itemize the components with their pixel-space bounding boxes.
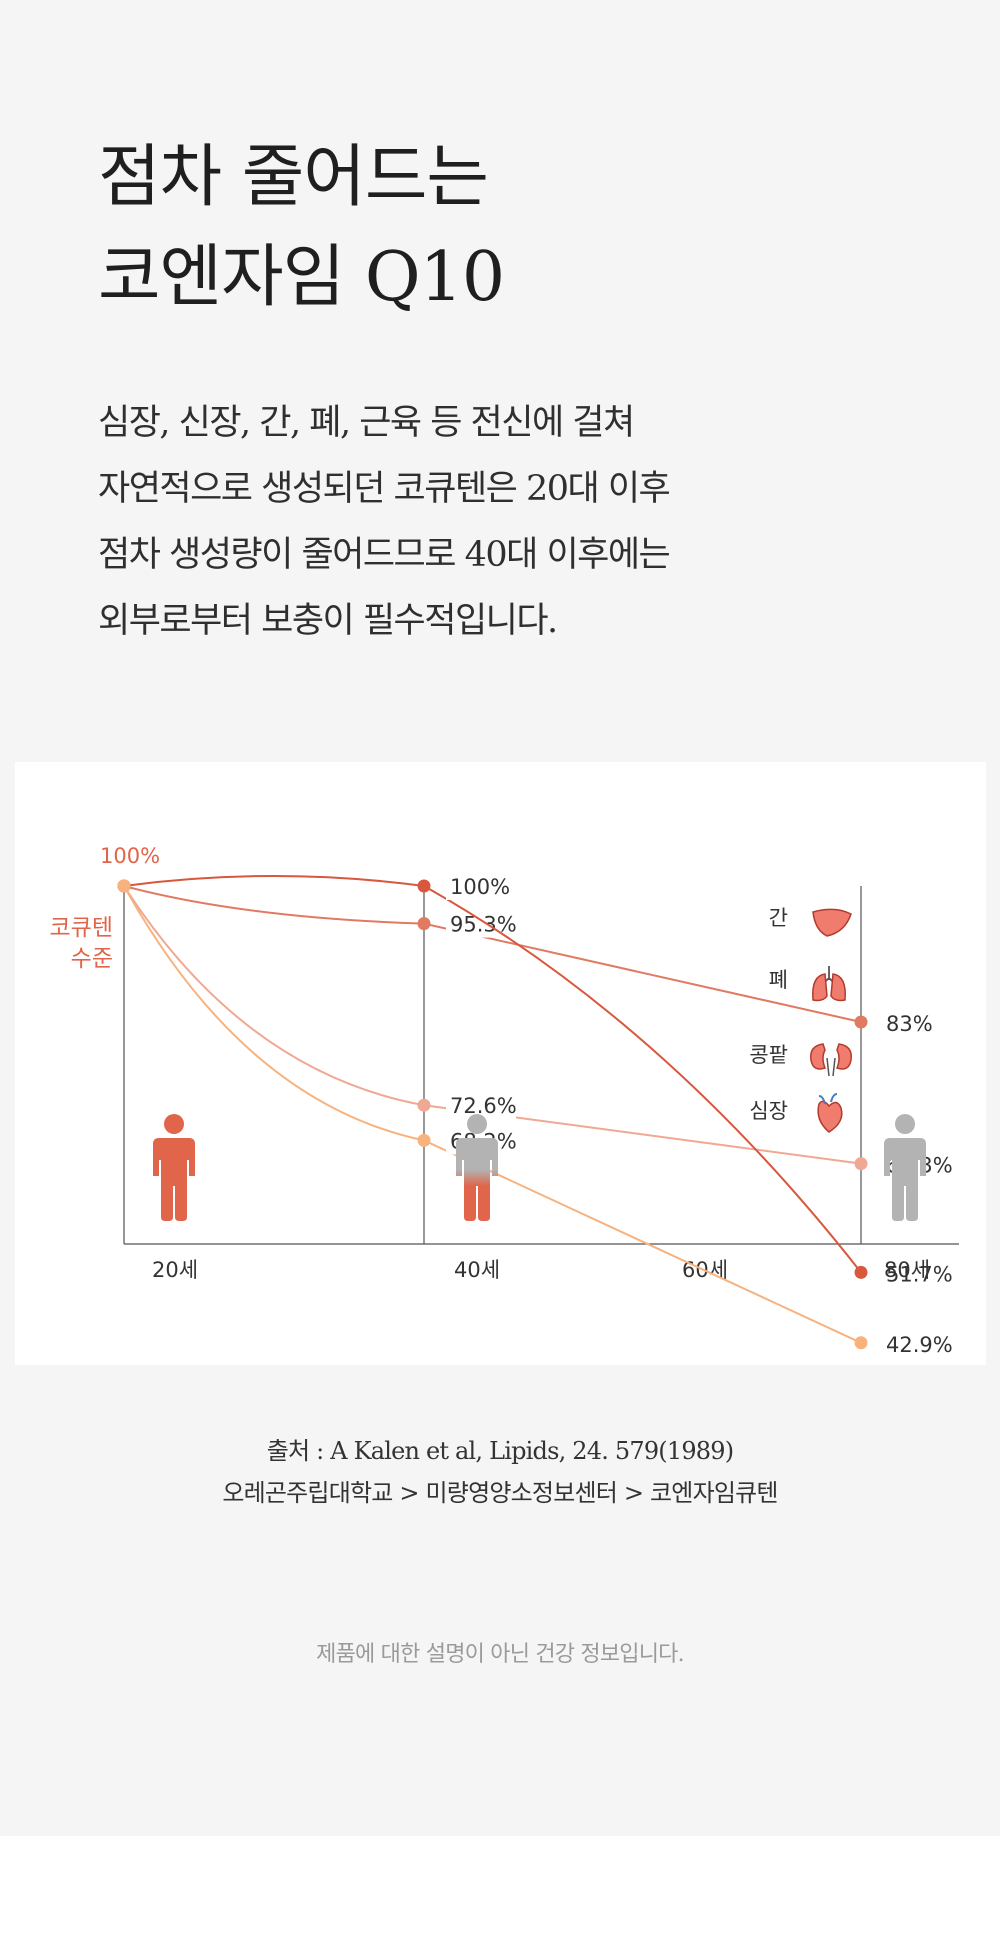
organ-label: 폐 xyxy=(769,968,788,992)
data-point xyxy=(854,1336,868,1350)
data-label: 51.7% xyxy=(886,1262,953,1286)
right-lung-shape xyxy=(830,973,846,1002)
data-label: 95.3% xyxy=(450,913,517,937)
heart-vessels-shape xyxy=(818,1093,838,1105)
data-point xyxy=(417,1098,431,1112)
series-line-segment xyxy=(423,885,862,1274)
title-line-1: 점차 줄어드는 xyxy=(98,138,489,217)
person-figure-80 xyxy=(884,1114,926,1221)
chart-card: 20세 40세 60세 80세 100% 코큐텐 수준 95.3% 83% 72.6% 65.3% 1… xyxy=(15,762,986,1365)
person-body xyxy=(153,1138,195,1221)
x-tick-label: 40세 xyxy=(454,1258,500,1282)
organ-label: 콩팥 xyxy=(749,1043,788,1067)
data-label: 83% xyxy=(886,1012,933,1036)
data-label: 72.6% xyxy=(450,1094,517,1118)
source-line-2: 오레곤주립대학교 > 미량영양소정보센터 > 코엔자임큐텐 xyxy=(222,1479,778,1507)
ureter-shape xyxy=(826,1057,836,1077)
data-point xyxy=(417,917,431,931)
lungs-icon xyxy=(812,966,846,1002)
data-point xyxy=(854,1265,868,1279)
description-line: 점차 생성량이 줄어드므로 40대 이후에는 xyxy=(98,535,671,575)
person-head xyxy=(164,1114,184,1134)
series-line-segment xyxy=(123,885,425,925)
data-label: 100% xyxy=(450,875,510,899)
series-lungs: 72.6%65.3% xyxy=(117,879,953,1178)
series-line-segment xyxy=(123,885,425,1107)
person-body xyxy=(456,1138,498,1221)
description-line: 외부로부터 보충이 필수적입니다. xyxy=(98,601,558,641)
page-title: 점차 줄어드는 코엔자임 Q10 xyxy=(98,128,505,328)
data-point xyxy=(417,879,431,893)
y-axis-label: 수준 xyxy=(71,946,113,972)
coq10-decline-chart: 20세 40세 60세 80세100%코큐텐수준95.3%83%72.6%65.3%1… xyxy=(50,844,959,1357)
data-point xyxy=(417,1133,431,1147)
liver-shape xyxy=(812,908,852,937)
data-label-background xyxy=(446,909,516,938)
health-info-notice: 제품에 대한 설명이 아닌 건강 정보입니다. xyxy=(316,1642,684,1667)
person-figure-40 xyxy=(456,1114,498,1221)
person-head xyxy=(467,1114,487,1134)
person-head xyxy=(895,1114,915,1134)
organ-label: 간 xyxy=(769,906,788,930)
source-line-1: 출처 : A Kalen et al, Lipids, 24. 579(1989… xyxy=(266,1437,734,1465)
series-liver: 95.3% 83% xyxy=(117,879,933,1036)
series-line-segment xyxy=(423,922,862,1023)
data-point xyxy=(117,879,131,893)
kidney-icon xyxy=(810,1043,852,1077)
organ-label: 심장 xyxy=(749,1099,788,1123)
x-tick-label: 20세 xyxy=(152,1258,198,1282)
source-citation: 출처 : A Kalen et al, Lipids, 24. 579(1989… xyxy=(0,1430,1000,1514)
y-axis-label: 코큐텐 xyxy=(50,915,113,941)
series-line-segment xyxy=(123,885,425,1142)
person-body xyxy=(884,1138,926,1221)
series-line-segment xyxy=(123,875,425,887)
data-label: 42.9% xyxy=(886,1333,953,1357)
x-tick-label: 80세 xyxy=(884,1258,930,1282)
left-lung-shape xyxy=(812,973,828,1002)
series-kidney: 100% 51.7% xyxy=(117,872,953,1286)
description-line: 심장, 신장, 간, 폐, 근육 등 전신에 걸쳐 xyxy=(98,403,635,443)
liver-icon xyxy=(812,908,852,937)
description-line: 자연적으로 생성되던 코큐텐은 20대 이후 xyxy=(98,469,671,509)
left-kidney-shape xyxy=(810,1043,826,1070)
title-line-2: 코엔자임 Q10 xyxy=(98,238,505,317)
data-point xyxy=(854,1157,868,1171)
data-label-background xyxy=(446,872,516,900)
start-value-label: 100% xyxy=(100,844,160,868)
data-label-background xyxy=(446,1091,516,1120)
description: 심장, 신장, 간, 폐, 근육 등 전신에 걸쳐 자연적으로 생성되던 코큐텐… xyxy=(98,390,671,654)
person-figure-20 xyxy=(153,1114,195,1221)
heart-shape xyxy=(817,1100,843,1133)
data-point xyxy=(854,1015,868,1029)
right-kidney-shape xyxy=(836,1043,852,1070)
heart-icon xyxy=(817,1093,843,1133)
